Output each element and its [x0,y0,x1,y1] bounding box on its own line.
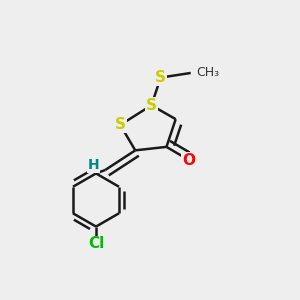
Text: S: S [146,98,157,113]
Text: Cl: Cl [88,236,104,251]
Text: S: S [115,117,126,132]
Text: CH₃: CH₃ [196,67,220,80]
Text: S: S [155,70,166,85]
Text: O: O [182,153,195,168]
Text: H: H [88,158,100,172]
